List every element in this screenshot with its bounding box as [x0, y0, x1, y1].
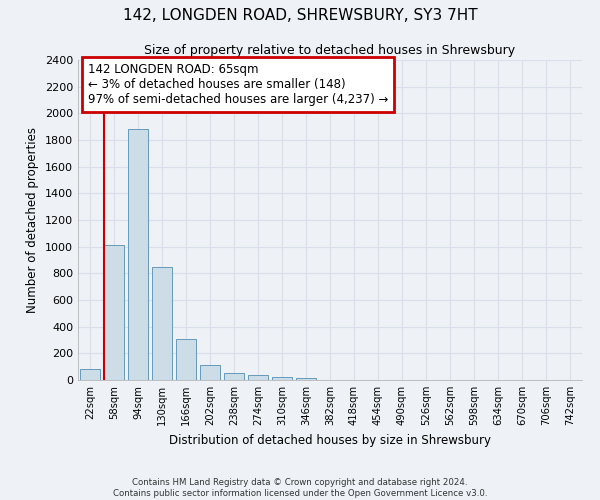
Bar: [248, 374, 268, 380]
Bar: [272, 376, 292, 380]
Text: Contains HM Land Registry data © Crown copyright and database right 2024.
Contai: Contains HM Land Registry data © Crown c…: [113, 478, 487, 498]
Text: 142 LONGDEN ROAD: 65sqm
← 3% of detached houses are smaller (148)
97% of semi-de: 142 LONGDEN ROAD: 65sqm ← 3% of detached…: [88, 63, 388, 106]
Bar: [200, 366, 220, 380]
Bar: [128, 130, 148, 380]
Bar: [224, 374, 244, 380]
Y-axis label: Number of detached properties: Number of detached properties: [26, 127, 40, 313]
X-axis label: Distribution of detached houses by size in Shrewsbury: Distribution of detached houses by size …: [169, 434, 491, 446]
Bar: [80, 370, 100, 380]
Title: Size of property relative to detached houses in Shrewsbury: Size of property relative to detached ho…: [145, 44, 515, 58]
Text: 142, LONGDEN ROAD, SHREWSBURY, SY3 7HT: 142, LONGDEN ROAD, SHREWSBURY, SY3 7HT: [122, 8, 478, 22]
Bar: [104, 246, 124, 380]
Bar: [296, 378, 316, 380]
Bar: [152, 266, 172, 380]
Bar: [176, 338, 196, 380]
